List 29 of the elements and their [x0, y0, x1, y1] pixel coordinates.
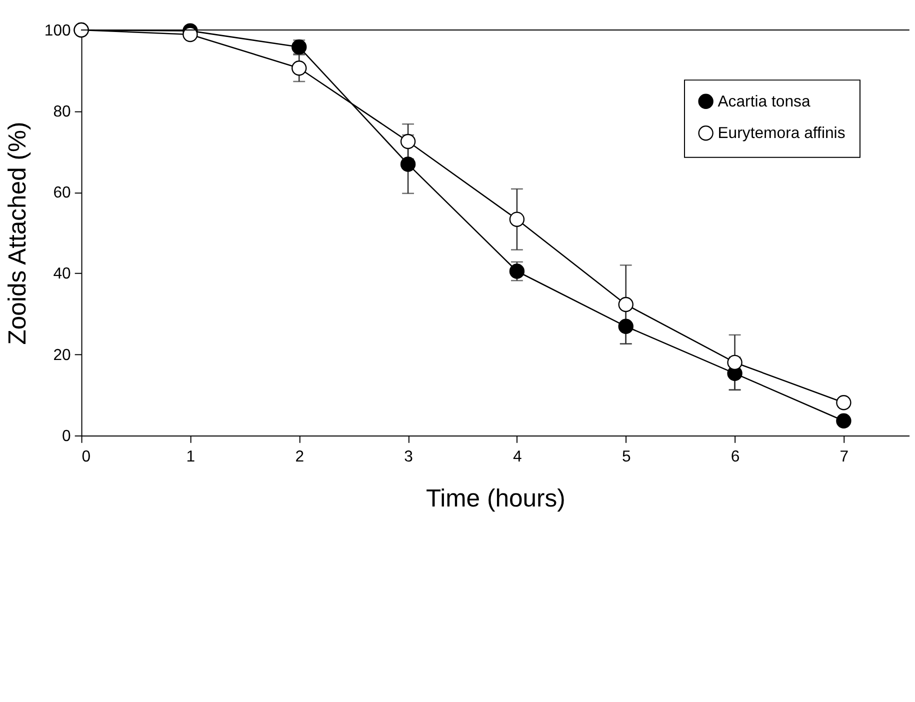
point: [509, 212, 525, 227]
point: [727, 354, 742, 370]
x-tick-label: 6: [730, 448, 740, 466]
point: [836, 395, 852, 410]
point: [618, 296, 634, 312]
point: [400, 134, 416, 150]
x-tick-label: 5: [622, 448, 631, 466]
point: [836, 413, 852, 428]
point: [182, 26, 198, 42]
x-tick-label: 1: [186, 448, 196, 466]
x-tick-label: 2: [295, 448, 304, 466]
point: [400, 156, 416, 172]
x-tick-label: 0: [82, 448, 91, 466]
y-axis-title: Zooids Attached (%): [4, 122, 32, 345]
y-tick-label: 60: [53, 184, 72, 202]
y-tick-label: 80: [53, 104, 72, 121]
point: [509, 264, 525, 279]
x-tick-label: 4: [513, 448, 522, 466]
point: [292, 60, 307, 76]
y-tick-label: 40: [53, 266, 72, 283]
y-tick-label: 0: [62, 428, 72, 445]
y-tick-label: 100: [44, 22, 72, 40]
point: [618, 318, 634, 334]
x-tick-label: 3: [404, 448, 414, 466]
legend-label: Eurytemora affinis: [718, 125, 846, 142]
legend-label: Acartia tonsa: [718, 93, 810, 110]
y-tick-label: 20: [53, 346, 72, 364]
x-tick-label: 7: [840, 448, 849, 466]
x-axis-title: Time (hours): [426, 485, 566, 512]
